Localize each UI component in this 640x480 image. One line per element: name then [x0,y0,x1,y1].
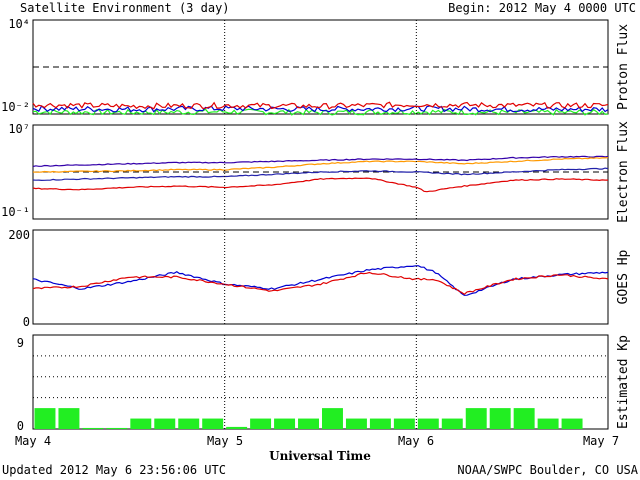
proton-flux-line-red [32,101,609,110]
kp-bar [106,427,128,429]
panel-goes-hp: 200 0 GOES Hp [8,228,631,329]
panel-frame [32,229,609,325]
kp-bar [417,418,439,429]
ylabel: Estimated Kp [616,335,631,429]
chart-title: Satellite Environment (3 day) [20,1,230,15]
x-axis: May 4 May 5 May 6 May 7 Universal Time [15,434,619,463]
electron-flux-line-red [32,177,608,193]
kp-bar [58,408,80,429]
x-axis-label: Universal Time [269,449,371,463]
electron-flux-line-orange [32,157,609,173]
kp-bar [513,408,535,429]
kp-bar [34,408,56,429]
x-tick-label: May 6 [398,434,434,448]
tick-label-top: 10⁴ [8,17,30,31]
x-tick-label: May 7 [583,434,619,448]
kp-bar [82,427,104,429]
electron-flux-line-navy [32,167,609,182]
kp-bar [154,418,176,429]
electron-flux-line-purple [32,155,609,168]
panel-proton-flux: 10⁴ 10⁻² Proton Flux [1,17,631,116]
panel-frame [32,19,609,115]
kp-bar [369,418,391,429]
kp-bar [561,418,583,429]
kp-bar [345,418,367,429]
kp-bar [250,418,272,429]
proton-flux-line-blue [32,105,609,113]
kp-bar [465,408,487,429]
updated-timestamp: Updated 2012 May 6 23:56:06 UTC [2,463,226,477]
tick-label-top: 200 [8,228,30,242]
x-tick-label: May 5 [207,434,243,448]
hp-line-blue [32,265,609,296]
ylabel: Electron Flux [616,121,631,223]
credit: NOAA/SWPC Boulder, CO USA [457,463,638,477]
kp-bar [130,418,152,429]
ylabel: Proton Flux [616,24,631,110]
panel-electron-flux: 10⁷ 10⁻¹ Electron Flux [1,121,631,223]
tick-label-bottom: 0 [17,419,24,433]
panel-estimated-kp: 9 0 Estimated Kp [17,334,631,433]
kp-bar [202,418,224,429]
kp-bar [274,418,296,429]
ylabel: GOES Hp [616,249,631,304]
kp-bar [489,408,511,429]
kp-bar [298,418,319,429]
tick-label-bottom: 10⁻² [1,100,30,114]
kp-bar [537,418,559,429]
hp-line-red [32,271,609,296]
tick-label-bottom: 10⁻¹ [1,205,30,219]
kp-bar [393,418,415,429]
tick-label-top: 9 [17,336,24,350]
tick-label-bottom: 0 [23,315,30,329]
kp-bar [322,408,343,429]
x-tick-label: May 4 [15,434,51,448]
panel-frame [32,334,609,430]
tick-label-top: 10⁷ [8,122,30,136]
kp-bar [178,418,200,429]
kp-bar [226,426,248,429]
begin-date: Begin: 2012 May 4 0000 UTC [448,1,636,15]
kp-bar [441,418,463,429]
